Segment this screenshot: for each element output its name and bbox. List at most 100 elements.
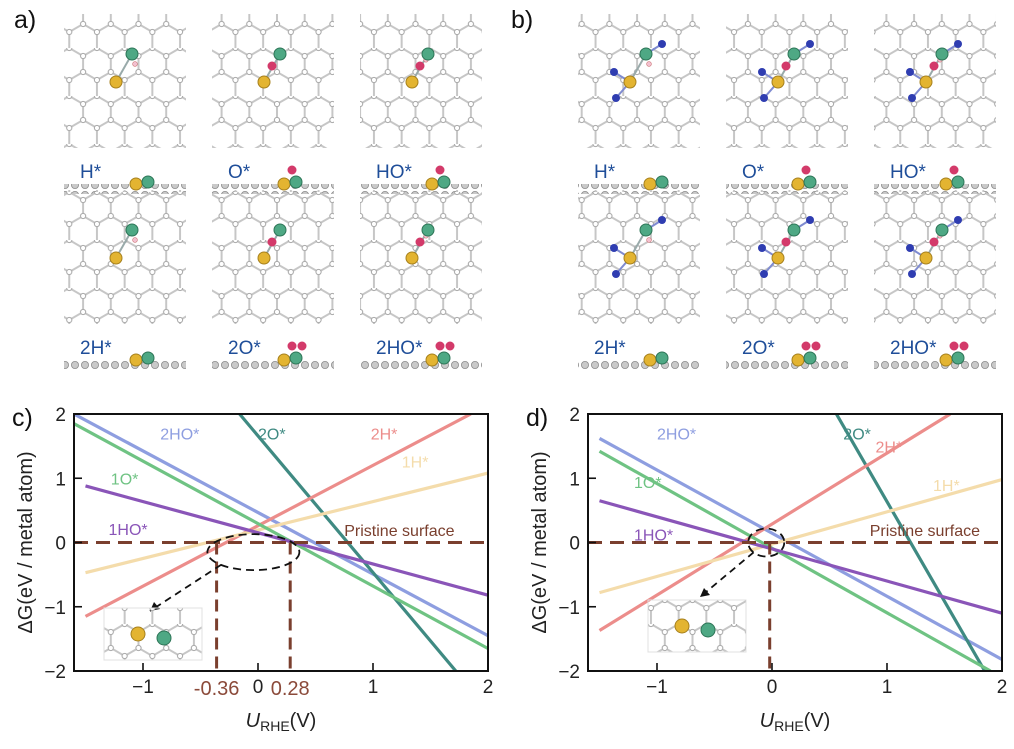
graphene-lattice	[578, 14, 700, 148]
graphene-lattice	[726, 190, 848, 324]
series-line-2h	[598, 414, 952, 632]
oxygen-atom	[267, 237, 277, 247]
graphene-lattice	[64, 190, 186, 324]
structure-label: HO*	[890, 162, 927, 183]
series-line-1o	[74, 422, 488, 650]
x-tick-label: 2	[483, 677, 494, 698]
nitrogen-atom	[906, 244, 914, 252]
inset-structure	[103, 607, 203, 661]
structure-grid-a: H* O* HO* 2H* 2O* 2HO*	[64, 14, 482, 370]
structure-label: HO*	[376, 162, 413, 183]
metal-atom	[421, 223, 435, 237]
nitrogen-atom	[954, 216, 962, 224]
series-label: 1O*	[111, 472, 139, 489]
inset-arrow	[149, 563, 222, 612]
structure-cell: 2O*	[726, 190, 848, 370]
structure-cell: 2HO*	[874, 190, 996, 370]
graphene-lattice	[874, 14, 996, 148]
crossover-ellipse	[747, 527, 786, 558]
graphene-lattice	[64, 14, 186, 148]
y-tick-label: 1	[55, 469, 66, 490]
nitrogen-atom	[760, 270, 768, 278]
gold-atom	[257, 75, 271, 89]
nitrogen-atom	[612, 94, 620, 102]
structure-cell: 2HO*	[360, 190, 482, 370]
structure-cell: O*	[212, 14, 334, 194]
nitrogen-atom	[758, 244, 766, 252]
graphene-lattice	[212, 14, 334, 148]
nitrogen-atom	[610, 68, 618, 76]
y-axis-label: ΔG(eV / metal atom)	[529, 451, 551, 633]
structure-cell: H*	[578, 14, 700, 194]
nitrogen-atom	[806, 40, 814, 48]
y-tick-label: 1	[569, 469, 580, 490]
graphene-lattice	[874, 190, 996, 324]
series-label: 1H*	[933, 478, 960, 495]
side-view	[578, 360, 700, 370]
metal-atom	[421, 47, 435, 61]
gold-atom	[771, 251, 785, 265]
side-view	[360, 360, 482, 370]
y-tick-label: −2	[558, 662, 580, 683]
series-label: 2H*	[371, 427, 398, 444]
crossover-ellipse	[206, 533, 301, 572]
gold-atom	[109, 251, 123, 265]
nitrogen-atom	[658, 216, 666, 224]
series-label: 2O*	[843, 427, 871, 444]
oxygen-atom	[415, 61, 425, 71]
graphene-lattice	[726, 14, 848, 148]
metal-atom	[273, 223, 287, 237]
x-axis-label: URHE(V)	[760, 710, 831, 734]
nitrogen-atom	[758, 68, 766, 76]
structure-label: 2H*	[594, 338, 626, 359]
metal-atom	[125, 223, 139, 237]
side-view	[64, 360, 186, 370]
structure-label: 2HO*	[376, 338, 423, 359]
gold-atom	[405, 251, 419, 265]
metal-atom	[787, 47, 801, 61]
x-tick-label: −1	[132, 677, 154, 698]
structure-cell: HO*	[360, 14, 482, 194]
metal-atom	[639, 47, 653, 61]
structure-cell: HO*	[874, 14, 996, 194]
marker-value-label: -0.36	[194, 678, 240, 700]
metal-atom	[787, 223, 801, 237]
gold-atom	[919, 251, 933, 265]
series-label: 2HO*	[160, 427, 199, 444]
side-view	[726, 360, 848, 370]
graphene-lattice	[360, 190, 482, 324]
structure-label: 2HO*	[890, 338, 937, 359]
gold-atom	[623, 251, 637, 265]
structure-cell: H*	[64, 14, 186, 194]
panel-letter-b: b)	[511, 6, 533, 34]
oxygen-atom	[929, 237, 939, 247]
series-line-1ho	[85, 484, 488, 597]
panel-letter: d)	[526, 404, 548, 432]
panel-letter-a: a)	[14, 6, 36, 34]
pristine-label: Pristine surface	[870, 523, 980, 540]
nitrogen-atom	[906, 68, 914, 76]
gold-atom	[771, 75, 785, 89]
series-line-1ho	[599, 499, 1002, 615]
structure-cell: O*	[726, 14, 848, 194]
nitrogen-atom	[612, 270, 620, 278]
structure-cell: 2O*	[212, 190, 334, 370]
y-tick-label: −1	[44, 598, 66, 619]
y-tick-label: 0	[55, 534, 66, 555]
y-tick-label: 2	[55, 405, 66, 426]
metal-atom	[935, 223, 949, 237]
oxygen-atom	[415, 237, 425, 247]
y-tick-label: −2	[44, 662, 66, 683]
gold-atom	[109, 75, 123, 89]
nitrogen-atom	[954, 40, 962, 48]
structure-cell: 2H*	[578, 190, 700, 370]
graphene-lattice	[360, 14, 482, 148]
series-label: 1H*	[402, 454, 429, 471]
nitrogen-atom	[658, 40, 666, 48]
metal-atom	[125, 47, 139, 61]
series-label: 1HO*	[634, 528, 673, 545]
structure-label: 2O*	[742, 338, 775, 359]
side-view	[212, 360, 334, 370]
series-line-1h	[599, 477, 1002, 595]
series-line-2ho	[598, 437, 1002, 661]
